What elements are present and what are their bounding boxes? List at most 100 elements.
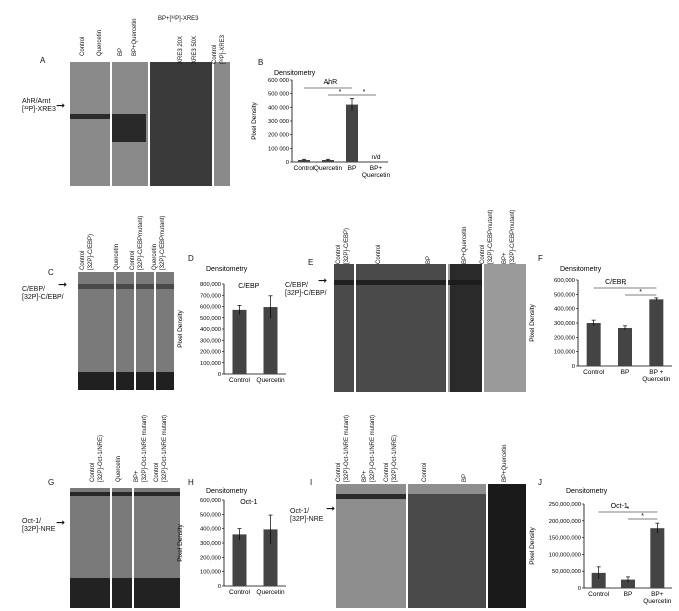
panel-letter-c: C [48, 268, 54, 277]
bar [650, 528, 665, 588]
lane-label: Control [376, 244, 382, 264]
lane-label: Control [384, 462, 390, 482]
sig-star: * [363, 89, 366, 96]
x-tick-label: BP + [649, 369, 663, 376]
gel-a [70, 62, 230, 186]
gel-separator [482, 264, 484, 392]
lane-label: Control [422, 462, 428, 482]
sig-star: * [339, 89, 342, 96]
lane-label: Control [336, 462, 342, 482]
lane-label: BP+Quercetin [462, 226, 468, 264]
gel-a-side-label: AhR/Arnt [³²P]-XRE3 [22, 98, 56, 114]
y-tick-label: 400 000 [268, 105, 289, 111]
panel-letter-a: A [40, 56, 46, 65]
lane-label: XRE3 20X [178, 35, 184, 64]
y-tick-label: 600,000 [200, 498, 221, 504]
gel-band [112, 114, 146, 142]
gel-band [334, 280, 482, 285]
lane-label: Quercetin [97, 29, 103, 56]
lane-label: Control [154, 462, 160, 482]
sig-star: * [624, 282, 627, 289]
gel-e-side-label: C/EBP/ [32P]-C/EBP/ [285, 282, 327, 298]
gel-band [78, 284, 174, 289]
y-tick-label: 800,000 [200, 282, 221, 288]
lane-label: Control [336, 244, 342, 264]
lane-label: [32P]-C/EBPmutant) [510, 209, 516, 264]
bar [232, 309, 247, 374]
gel-separator [212, 62, 214, 186]
y-tick-label: 100,000,000 [549, 552, 581, 558]
gel-c-side-label: C/EBP/ [32P]-C/EBP/ [22, 286, 64, 302]
y-axis-label: Pixel Density [177, 309, 184, 347]
y-tick-label: 300,000 [200, 338, 221, 344]
y-tick-label: 600,000 [554, 278, 575, 284]
lane-label: BP [462, 473, 468, 482]
lane-label: [32P]-Oct-1/NRE mutant) [162, 414, 168, 482]
x-tick-label: Control [294, 165, 316, 172]
bar [232, 534, 247, 586]
side-label-line1: AhR/Arnt [22, 98, 51, 105]
gel-separator [114, 272, 116, 390]
sig-star: * [639, 289, 642, 296]
side-label-line2: [32P]-NRE [22, 526, 56, 533]
gel-i [336, 484, 526, 608]
lane-label: Control [80, 36, 86, 56]
y-tick-label: 0 [218, 372, 221, 378]
y-tick-label: 300,000 [554, 321, 575, 327]
y-tick-label: 0 [286, 160, 289, 166]
lane-label: [32P]-Oct-1/NRE mutant) [370, 414, 376, 482]
lane-label: Quercetin [152, 243, 158, 270]
y-tick-label: 700,000 [200, 293, 221, 299]
y-tick-label: 100,000 [200, 361, 221, 367]
lane-label: [32P]-C/EBP) [344, 227, 350, 264]
y-tick-label: 500,000 [200, 512, 221, 518]
x-tick-label: BP+ [651, 591, 664, 598]
y-tick-label: 500,000 [554, 292, 575, 298]
bar [586, 323, 601, 366]
lane-label: BP+ [134, 470, 140, 482]
side-label-line2: [³²P]-XRE3 [22, 106, 56, 113]
y-tick-label: 500,000 [200, 316, 221, 322]
panel-letter-j: J [538, 478, 542, 487]
x-tick-label: Quercetin [314, 165, 343, 172]
bar [618, 328, 632, 366]
panel-letter-f: F [538, 254, 543, 263]
y-tick-label: 300,000 [200, 541, 221, 547]
y-tick-label: 200 000 [268, 133, 289, 139]
side-label-line1: Oct-1/ [22, 518, 42, 525]
chart-j: Densitometry Pixel Density 0 50,000,000 100,… [529, 488, 672, 605]
y-axis-label: Pixel Density [251, 101, 258, 139]
bar [346, 104, 358, 162]
lane-label: BP+Quercetin [502, 444, 508, 482]
y-tick-label: 600 000 [268, 78, 289, 84]
y-tick-label: 250,000,000 [549, 502, 581, 508]
y-tick-label: 150,000,000 [549, 536, 581, 542]
chart-f: Densitometry Pixel Density 0 100,000 200,000… [529, 266, 672, 383]
x-tick-label: Quercetin [643, 598, 672, 605]
x-tick-label: Quercetin [256, 589, 285, 596]
x-tick-label: BP+ [370, 165, 383, 172]
gel-e [334, 264, 526, 392]
y-tick-label: 200,000,000 [549, 519, 581, 525]
y-tick-label: 0 [218, 584, 221, 590]
bracket-label: BP+[³²P]-XRE3 [158, 16, 199, 22]
chart-title: Densitometry [274, 70, 316, 77]
y-tick-label: 600,000 [200, 305, 221, 311]
gel-separator [148, 62, 150, 186]
y-tick-label: 400,000 [200, 327, 221, 333]
lane-label: BP+ [502, 252, 508, 264]
gel-band [78, 372, 174, 390]
lane-label: [32P]-C/EBPmutant) [138, 215, 144, 270]
lane-label: BP [426, 255, 432, 264]
y-tick-label: 300 000 [268, 119, 289, 125]
gel-smear [450, 264, 482, 392]
x-tick-label: Quercetin [256, 377, 285, 384]
chart-title: Densitometry [566, 488, 608, 495]
arrow-icon: ➞ [56, 517, 66, 529]
lane-label: [32P]-Oct-1/NRE mutant) [142, 414, 148, 482]
panel-letter-g: G [48, 478, 55, 487]
side-label-line1: C/EBP/ [285, 282, 308, 289]
gel-separator [446, 264, 448, 392]
chart-label: Oct-1 [240, 499, 257, 506]
chart-label: C/EBP [605, 279, 626, 286]
